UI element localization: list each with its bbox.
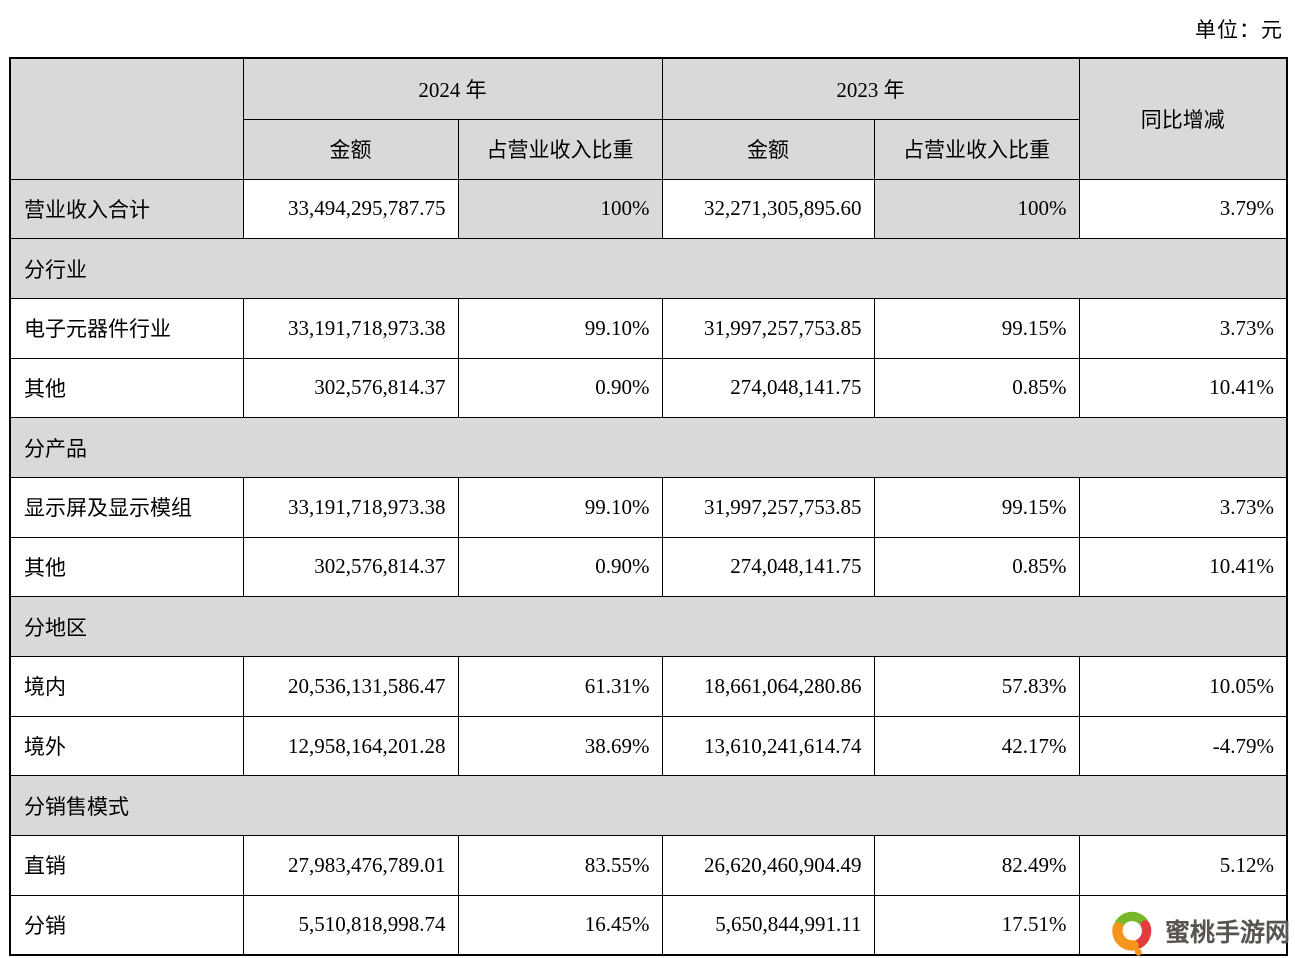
revenue-breakdown-table: 2024 年 2023 年 同比增减 金额 占营业收入比重 金额 占营业收入比重… [9,57,1288,956]
row-label: 其他 [9,357,244,419]
amount-2023: 18,661,064,280.86 [661,656,875,717]
watermark: 蜜桃手游网 [1106,906,1290,956]
amount-2023: 31,997,257,753.85 [661,476,875,538]
corner-cell [9,57,244,180]
share-2024: 0.90% [457,357,663,419]
amount-2024: 12,958,164,201.28 [242,715,459,777]
amount-2024: 33,191,718,973.38 [242,297,459,359]
amount-2024: 5,510,818,998.74 [242,894,459,956]
row-label: 显示屏及显示模组 [9,476,244,538]
header-year-2023: 2023 年 [661,57,1080,120]
section-row: 分销售模式 [9,775,1288,837]
share-2023: 99.15% [873,476,1080,538]
share-2023: 17.51% [873,894,1080,956]
header-share-2024: 占营业收入比重 [457,118,663,180]
data-row: 营业收入合计 33,494,295,787.75 100% 32,271,305,89… [9,178,1288,240]
data-row: 其他 302,576,814.37 0.90% 274,048,141.75 0.85%… [9,357,1288,419]
peach-logo-icon [1112,911,1152,956]
header-amount-2024: 金额 [242,118,459,180]
amount-2024: 20,536,131,586.47 [242,656,459,717]
amount-2024: 302,576,814.37 [242,536,459,598]
row-label: 分销 [9,894,244,956]
data-row: 显示屏及显示模组 33,191,718,973.38 99.10% 31,997,25… [9,476,1288,538]
share-2023: 99.15% [873,297,1080,359]
share-2023: 100% [873,178,1080,240]
amount-2023: 274,048,141.75 [661,357,875,419]
amount-2024: 33,191,718,973.38 [242,476,459,538]
header-year-2024: 2024 年 [242,57,663,120]
yoy-value: 3.73% [1078,476,1288,538]
row-label: 直销 [9,835,244,896]
share-2023: 0.85% [873,357,1080,419]
header-share-2023: 占营业收入比重 [873,118,1080,180]
share-2024: 100% [457,178,663,240]
yoy-value: 10.41% [1078,536,1288,598]
row-label: 其他 [9,536,244,598]
yoy-value: -4.79% [1078,715,1288,777]
section-row: 分产品 [9,417,1288,478]
yoy-value: 3.73% [1078,297,1288,359]
header-row-metrics: 金额 占营业收入比重 金额 占营业收入比重 [10,118,1287,180]
share-2024: 16.45% [457,894,663,956]
unit-label: 单位：元 [1195,18,1283,42]
data-row: 境外 12,958,164,201.28 38.69% 13,610,241,614.… [9,715,1288,777]
row-label: 电子元器件行业 [9,297,244,359]
section-label: 分销售模式 [9,775,1288,837]
amount-2024: 27,983,476,789.01 [242,835,459,896]
share-2024: 99.10% [457,297,663,359]
section-label: 分地区 [9,596,1288,657]
section-row: 分行业 [9,238,1288,299]
watermark-text: 蜜桃手游网 [1164,919,1290,947]
yoy-value: 3.79% [1078,178,1288,240]
row-label: 营业收入合计 [9,178,244,240]
share-2023: 0.85% [873,536,1080,598]
row-label: 境外 [9,715,244,777]
header-row-years: 2024 年 2023 年 同比增减 [9,57,1288,180]
amount-2023: 5,650,844,991.11 [661,894,875,956]
table-body: 营业收入合计 33,494,295,787.75 100% 32,271,305,89… [9,178,1288,956]
data-row: 直销 27,983,476,789.01 83.55% 26,620,460,904.… [9,835,1288,896]
amount-2023: 274,048,141.75 [661,536,875,598]
share-2024: 83.55% [457,835,663,896]
amount-2023: 13,610,241,614.74 [661,715,875,777]
data-row: 境内 20,536,131,586.47 61.31% 18,661,064,280.… [9,656,1288,717]
header-amount-2023: 金额 [661,118,875,180]
share-2024: 38.69% [457,715,663,777]
data-row: 电子元器件行业 33,191,718,973.38 99.10% 31,997,257… [9,297,1288,359]
data-row: 其他 302,576,814.37 0.90% 274,048,141.75 0.85%… [9,536,1288,598]
amount-2024: 302,576,814.37 [242,357,459,419]
amount-2023: 31,997,257,753.85 [661,297,875,359]
share-2023: 57.83% [873,656,1080,717]
header-yoy: 同比增减 [1078,57,1288,180]
data-row: 分销 5,510,818,998.74 16.45% 5,650,844,991.11… [9,894,1288,956]
table-header: 2024 年 2023 年 同比增减 金额 占营业收入比重 金额 占营业收入比重 [9,57,1288,180]
section-label: 分产品 [9,417,1288,478]
yoy-value: 10.05% [1078,656,1288,717]
amount-2023: 26,620,460,904.49 [661,835,875,896]
section-row: 分地区 [9,596,1288,657]
amount-2023: 32,271,305,895.60 [661,178,875,240]
row-label: 境内 [9,656,244,717]
share-2024: 61.31% [457,656,663,717]
yoy-value: 5.12% [1078,835,1288,896]
share-2024: 99.10% [457,476,663,538]
section-label: 分行业 [9,238,1288,299]
amount-2024: 33,494,295,787.75 [242,178,459,240]
share-2023: 42.17% [873,715,1080,777]
share-2024: 0.90% [457,536,663,598]
share-2023: 82.49% [873,835,1080,896]
yoy-value: 10.41% [1078,357,1288,419]
